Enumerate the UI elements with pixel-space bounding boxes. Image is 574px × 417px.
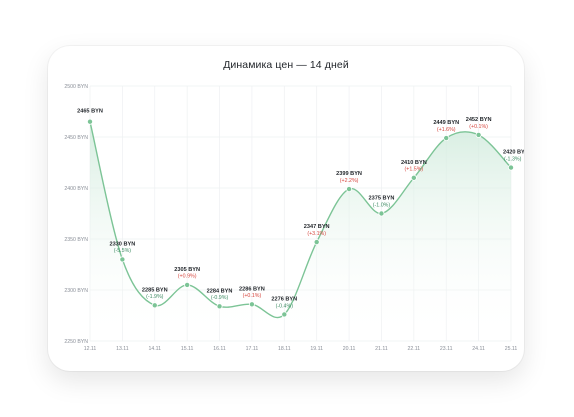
price-label: 2452 BYN — [466, 117, 492, 123]
x-tick-label: 14.11 — [148, 346, 161, 352]
x-tick-label: 12.11 — [84, 346, 97, 352]
change-label: (+3.1%) — [307, 231, 326, 237]
data-point — [507, 164, 514, 171]
price-label: 2375 BYN — [369, 196, 395, 202]
chart-title: Динамика цен — 14 дней — [223, 59, 349, 71]
data-point — [313, 239, 320, 246]
price-label: 2410 BYN — [401, 160, 427, 166]
data-point — [248, 301, 255, 308]
x-tick-label: 20.11 — [343, 346, 356, 352]
price-label: 2305 BYN — [174, 267, 200, 273]
y-tick-label: 2400 BYN — [64, 186, 88, 192]
y-tick-label: 2500 BYN — [64, 84, 88, 90]
price-label: 2465 BYN — [77, 109, 103, 115]
change-label: (+0.1%) — [469, 124, 488, 130]
change-label: (-5.5%) — [114, 248, 132, 254]
change-label: (+1.5%) — [404, 167, 423, 173]
change-label: (+1.6%) — [437, 127, 456, 133]
x-tick-label: 19.11 — [310, 346, 323, 352]
x-tick-label: 17.11 — [246, 346, 259, 352]
price-label: 2284 BYN — [207, 288, 233, 294]
data-point — [281, 311, 288, 318]
change-label: (-0.9%) — [211, 295, 229, 301]
y-tick-label: 2250 BYN — [64, 339, 88, 345]
data-point — [151, 302, 158, 309]
change-label: (+2.2%) — [340, 178, 359, 184]
x-tick-label: 16.11 — [213, 346, 226, 352]
chart-card: 2465 BYN 2330 BYN (-5.5%) 2285 BYN (-1.9%) 23… — [48, 46, 524, 371]
price-chart: 2465 BYN 2330 BYN(-5.5%) 2285 BYN(-1.9%) 23… — [64, 84, 524, 352]
change-label: (-1.0%) — [373, 202, 391, 208]
change-label: (-0.4%) — [276, 303, 294, 309]
price-label: 2399 BYN — [336, 171, 362, 177]
data-point — [346, 186, 353, 193]
change-label: (+0.9%) — [178, 274, 197, 280]
data-point — [475, 131, 482, 138]
change-label: (+0.1%) — [243, 293, 262, 299]
price-label: 2449 BYN — [433, 120, 459, 126]
x-tick-label: 13.11 — [116, 346, 129, 352]
x-tick-label: 25.11 — [505, 346, 518, 352]
price-label: 2347 BYN — [304, 224, 330, 230]
data-point — [184, 281, 191, 288]
change-label: (-1.9%) — [146, 294, 164, 300]
price-label: 2330 BYN — [109, 241, 135, 247]
change-label: (-1.3%) — [504, 156, 522, 162]
series-area-fill — [90, 121, 511, 341]
x-tick-label: 18.11 — [278, 346, 291, 352]
data-point — [119, 256, 126, 263]
price-label: 2286 BYN — [239, 286, 265, 292]
price-label: 2285 BYN — [142, 287, 168, 293]
y-tick-label: 2300 BYN — [64, 288, 88, 294]
x-tick-label: 23.11 — [440, 346, 453, 352]
data-point — [378, 210, 385, 217]
y-tick-label: 2450 BYN — [64, 135, 88, 141]
data-point — [87, 118, 94, 125]
data-point — [216, 303, 223, 310]
x-tick-label: 22.11 — [408, 346, 421, 352]
price-label: 2420 BY — [503, 150, 524, 156]
x-tick-label: 24.11 — [472, 346, 485, 352]
data-point — [443, 135, 450, 142]
x-tick-label: 21.11 — [375, 346, 388, 352]
y-tick-label: 2350 BYN — [64, 237, 88, 243]
data-point — [410, 174, 417, 181]
x-tick-label: 15.11 — [181, 346, 194, 352]
price-label: 2276 BYN — [271, 296, 297, 302]
